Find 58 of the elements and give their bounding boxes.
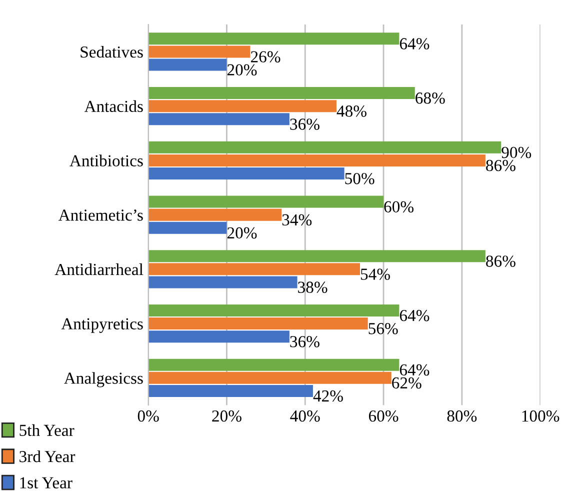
data-label: 90% (502, 146, 532, 158)
data-label: 54% (360, 268, 390, 280)
bar (148, 318, 368, 330)
x-tick-label: 100% (522, 410, 560, 422)
bar (148, 141, 502, 154)
bar (148, 384, 313, 397)
bar (148, 263, 360, 276)
bar (148, 330, 290, 343)
bar (148, 304, 400, 316)
data-label: 56% (368, 322, 398, 334)
x-tick-label: 80% (447, 410, 477, 422)
y-tick-label: Sedatives (80, 46, 143, 58)
bar (148, 113, 290, 126)
y-tick-label: Analgesicss (64, 372, 143, 388)
data-label: 64% (400, 310, 430, 322)
data-label: 64% (400, 364, 430, 376)
bar (148, 196, 384, 208)
x-tick-label: 20% (212, 410, 242, 422)
data-label: 42% (313, 390, 343, 402)
data-label: 36% (290, 118, 320, 130)
bar (148, 358, 400, 371)
x-tick-label: 40% (290, 410, 320, 422)
bar (148, 372, 392, 384)
bar (148, 208, 282, 221)
bar (148, 32, 400, 45)
legend-label: 1st Year (20, 477, 72, 488)
bar (148, 100, 336, 112)
data-label: 62% (392, 377, 422, 389)
data-label: 38% (298, 282, 328, 293)
data-label: 68% (416, 92, 445, 104)
legend-label: 5th Year (20, 424, 74, 436)
data-label: 34% (282, 214, 312, 226)
bar (148, 87, 415, 100)
data-label: 26% (250, 51, 280, 62)
data-label: 60% (384, 201, 414, 213)
y-tick-label: Antidiarrheal (54, 263, 144, 276)
x-tick-label: 0% (138, 410, 159, 422)
data-label: 86% (486, 256, 516, 267)
data-label: 20% (227, 64, 257, 76)
bar (148, 250, 486, 262)
legend-label: 3rd Year (20, 450, 76, 462)
bar (148, 46, 250, 58)
x-tick-label: 60% (368, 410, 398, 422)
bar (148, 167, 344, 180)
data-label: 36% (290, 336, 320, 348)
data-label: 20% (227, 227, 257, 239)
data-label: 50% (345, 172, 374, 184)
data-label: 86% (486, 160, 516, 172)
bar (148, 58, 227, 71)
data-label: 48% (336, 106, 366, 117)
y-tick-label: Antiemetic’s (58, 210, 143, 221)
y-tick-label: Antibiotics (70, 154, 143, 166)
y-tick-label: Antacids (84, 100, 143, 112)
data-label: 64% (400, 38, 430, 50)
bar (148, 222, 227, 234)
bar (148, 276, 298, 288)
y-tick-label: Antipyretics (61, 318, 143, 333)
bar (148, 154, 486, 166)
